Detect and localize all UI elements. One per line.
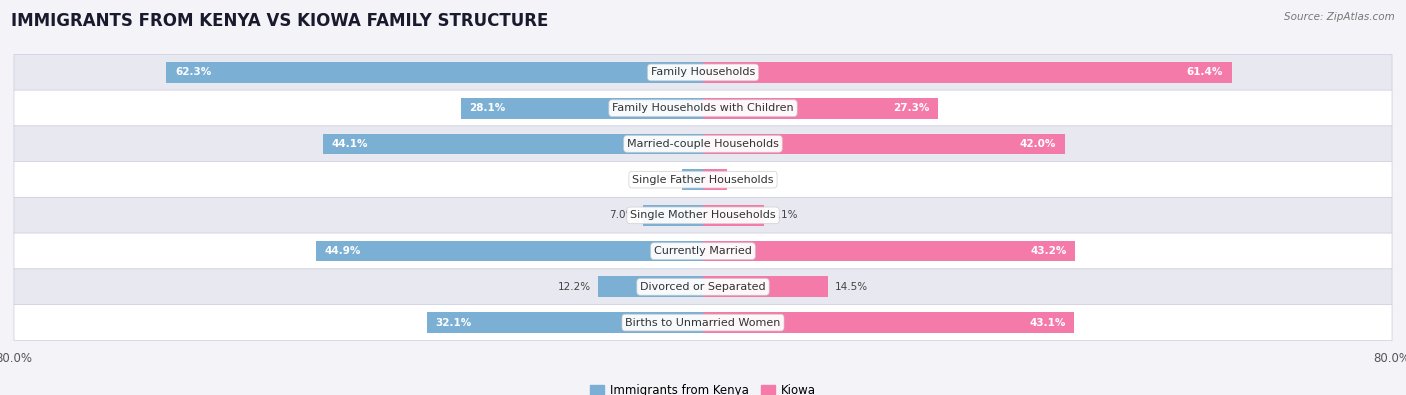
Bar	[703, 312, 1074, 333]
Bar	[703, 169, 727, 190]
Bar	[166, 62, 703, 83]
Text: Family Households: Family Households	[651, 68, 755, 77]
Bar	[426, 312, 703, 333]
FancyBboxPatch shape	[14, 162, 1392, 198]
FancyBboxPatch shape	[14, 55, 1392, 90]
Bar	[598, 276, 703, 297]
Text: Divorced or Separated: Divorced or Separated	[640, 282, 766, 292]
Text: Single Father Households: Single Father Households	[633, 175, 773, 184]
Bar	[323, 134, 703, 154]
Bar	[703, 241, 1076, 261]
FancyBboxPatch shape	[14, 233, 1392, 269]
Text: 32.1%: 32.1%	[436, 318, 471, 327]
Text: Currently Married: Currently Married	[654, 246, 752, 256]
Legend: Immigrants from Kenya, Kiowa: Immigrants from Kenya, Kiowa	[585, 379, 821, 395]
FancyBboxPatch shape	[14, 90, 1392, 126]
Text: Single Mother Households: Single Mother Households	[630, 211, 776, 220]
Text: 42.0%: 42.0%	[1019, 139, 1056, 149]
FancyBboxPatch shape	[14, 126, 1392, 162]
Text: IMMIGRANTS FROM KENYA VS KIOWA FAMILY STRUCTURE: IMMIGRANTS FROM KENYA VS KIOWA FAMILY ST…	[11, 12, 548, 30]
Text: 27.3%: 27.3%	[893, 103, 929, 113]
Text: Births to Unmarried Women: Births to Unmarried Women	[626, 318, 780, 327]
Text: 28.1%: 28.1%	[470, 103, 506, 113]
Bar	[703, 62, 1232, 83]
Text: Family Households with Children: Family Households with Children	[612, 103, 794, 113]
Text: 14.5%: 14.5%	[835, 282, 868, 292]
Text: 43.2%: 43.2%	[1031, 246, 1066, 256]
Text: 7.0%: 7.0%	[609, 211, 636, 220]
Text: 12.2%: 12.2%	[558, 282, 591, 292]
Text: 7.1%: 7.1%	[770, 211, 797, 220]
FancyBboxPatch shape	[14, 198, 1392, 233]
Text: 44.1%: 44.1%	[332, 139, 368, 149]
Bar	[703, 276, 828, 297]
Bar	[703, 98, 938, 118]
Text: 2.8%: 2.8%	[734, 175, 761, 184]
Text: 43.1%: 43.1%	[1029, 318, 1066, 327]
Bar	[682, 169, 703, 190]
Bar	[316, 241, 703, 261]
Text: 44.9%: 44.9%	[325, 246, 361, 256]
Text: 2.4%: 2.4%	[650, 175, 675, 184]
Text: 62.3%: 62.3%	[176, 68, 211, 77]
Bar	[703, 134, 1064, 154]
Bar	[643, 205, 703, 226]
Bar	[703, 205, 763, 226]
Text: Source: ZipAtlas.com: Source: ZipAtlas.com	[1284, 12, 1395, 22]
FancyBboxPatch shape	[14, 269, 1392, 305]
Text: Married-couple Households: Married-couple Households	[627, 139, 779, 149]
Bar	[461, 98, 703, 118]
FancyBboxPatch shape	[14, 305, 1392, 340]
Text: 61.4%: 61.4%	[1187, 68, 1223, 77]
